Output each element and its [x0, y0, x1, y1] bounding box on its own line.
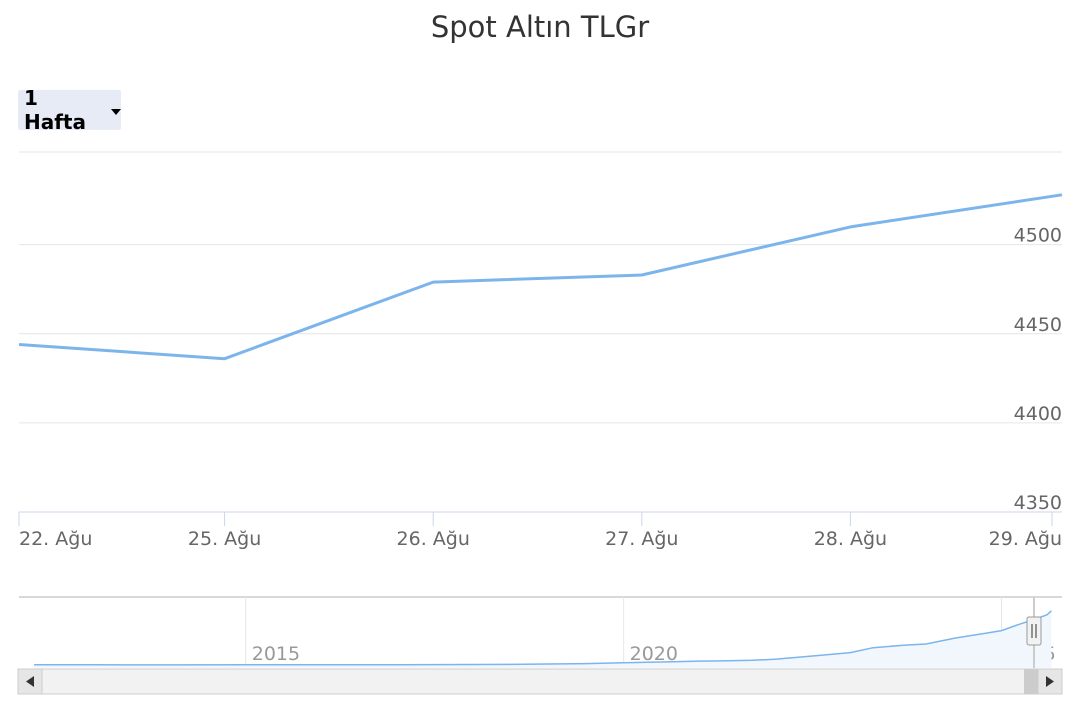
x-tick-label: 28. Ağu [814, 528, 887, 550]
y-tick-label: 4400 [1014, 403, 1062, 425]
scrollbar-track[interactable] [17, 668, 1063, 695]
x-tick-label: 26. Ağu [397, 528, 470, 550]
arrow-left-icon [26, 676, 34, 687]
chart-title: Spot Altın TLGr [430, 10, 650, 44]
navigator-tick-label: 2015 [252, 643, 300, 665]
arrow-right-icon [1046, 676, 1054, 687]
scrollbar-thumb[interactable] [1024, 669, 1038, 694]
navigator-area [34, 610, 1052, 668]
caret-down-icon [111, 108, 121, 115]
navigator-handle-icon[interactable] [1026, 616, 1042, 646]
navigator-tick-label: 2020 [630, 643, 678, 665]
y-tick-label: 4450 [1014, 314, 1062, 336]
x-tick-label: 25. Ağu [188, 528, 261, 550]
x-tick-label: 22. Ağu [19, 528, 92, 550]
scroll-left-button[interactable] [17, 668, 43, 695]
navigator-tick-label: 2025 [1008, 643, 1056, 665]
range-selector-button[interactable]: 1 Hafta [18, 86, 121, 134]
navigator-line [34, 610, 1052, 666]
y-tick-label: 4350 [1014, 492, 1062, 514]
series-line [18, 193, 1063, 361]
range-selector-label: 1 Hafta [24, 86, 86, 134]
y-tick-label: 4500 [1014, 225, 1062, 247]
x-tick-label: 29. Ağu [989, 528, 1062, 550]
x-tick-label: 27. Ağu [605, 528, 678, 550]
scroll-right-button[interactable] [1037, 668, 1063, 695]
